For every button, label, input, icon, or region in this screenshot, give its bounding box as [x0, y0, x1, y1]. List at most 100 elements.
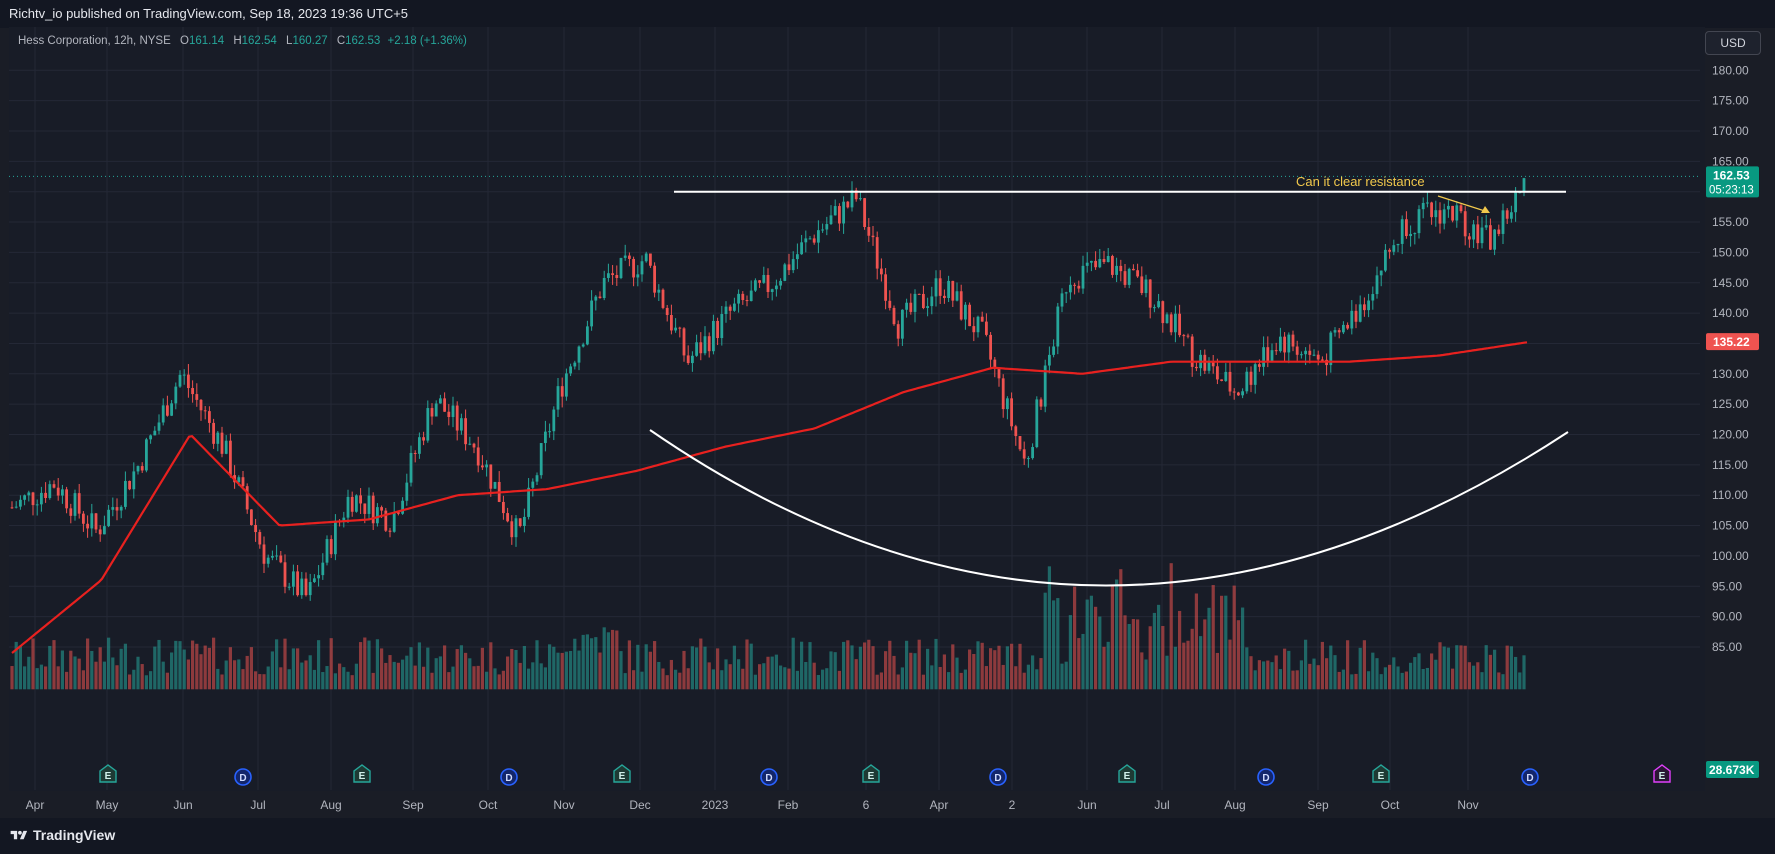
- volume-bar: [732, 645, 736, 690]
- candle-body: [796, 254, 799, 260]
- volume-bar: [396, 662, 400, 690]
- candle-body: [854, 190, 858, 200]
- candle-body: [1027, 458, 1030, 460]
- ma-value-label-bg: [1706, 333, 1759, 351]
- candle-body: [69, 508, 73, 516]
- candle-body: [128, 480, 131, 490]
- candle-body: [1253, 364, 1257, 385]
- candle-body: [896, 324, 900, 339]
- volume-bar: [745, 639, 749, 690]
- volume-label: 28.673K: [1709, 763, 1755, 777]
- volume-bar: [699, 638, 703, 690]
- candle-body: [514, 518, 518, 538]
- candle-body: [997, 368, 1001, 379]
- candle-body: [334, 520, 337, 555]
- candle-body: [989, 334, 992, 360]
- volume-bar: [346, 671, 350, 690]
- y-tick-label: 110.00: [1712, 488, 1748, 502]
- currency-button[interactable]: USD: [1705, 31, 1761, 55]
- volume-bar: [812, 662, 816, 690]
- candle-body: [1010, 398, 1013, 427]
- candle-body: [766, 274, 770, 293]
- candle-body: [754, 280, 757, 291]
- volume-bar: [1262, 661, 1266, 690]
- candle-body: [187, 374, 190, 389]
- candle-body: [1413, 233, 1417, 235]
- volume-bar: [1241, 607, 1245, 690]
- volume-bar: [770, 656, 774, 690]
- tradingview-logo-icon[interactable]: [10, 829, 28, 842]
- candle-body: [1106, 256, 1110, 263]
- volume-bar: [1438, 642, 1442, 690]
- volume-bar: [115, 665, 119, 690]
- volume-bar: [136, 656, 140, 690]
- volume-bar: [1110, 585, 1114, 690]
- dividend-marker-label: D: [765, 773, 772, 784]
- volume-bar: [1060, 663, 1064, 690]
- volume-bar: [1001, 664, 1005, 690]
- price-chart[interactable]: 180.00175.00170.00165.00160.00155.00150.…: [0, 0, 1775, 818]
- volume-bar: [1505, 645, 1509, 690]
- volume-bar: [489, 642, 493, 690]
- volume-bar: [401, 659, 405, 690]
- candle-body: [1048, 354, 1051, 366]
- candle-body: [518, 518, 522, 526]
- x-tick-label: Jun: [1077, 798, 1096, 812]
- volume-bar: [1232, 585, 1236, 690]
- y-tick-label: 95.00: [1712, 579, 1742, 593]
- candle-body: [203, 410, 207, 412]
- candle-body: [481, 465, 484, 468]
- candle-body: [245, 486, 249, 510]
- volume-bar: [1253, 670, 1257, 690]
- volume-bar: [711, 669, 715, 690]
- candle-body: [535, 475, 539, 482]
- candle-body: [502, 501, 505, 514]
- volume-bar: [333, 673, 337, 690]
- volume-bar: [1400, 672, 1404, 690]
- volume-bar: [35, 668, 39, 690]
- volume-bar: [1455, 645, 1459, 690]
- candle-body: [590, 300, 593, 327]
- volume-bar: [795, 670, 799, 690]
- volume-bar: [1182, 642, 1186, 690]
- candle-body: [955, 291, 959, 301]
- volume-bar: [615, 630, 619, 690]
- volume-bar: [909, 652, 913, 690]
- candle-body: [44, 492, 47, 499]
- x-tick-label: Nov: [1457, 798, 1478, 812]
- x-tick-label: Jul: [1154, 798, 1169, 812]
- dividend-marker-icon: [1521, 768, 1539, 786]
- volume-bar: [703, 646, 707, 690]
- candle-body: [384, 510, 388, 531]
- volume-bar: [443, 645, 447, 690]
- candle-body: [329, 539, 333, 555]
- candle-body: [460, 418, 463, 431]
- volume-bar: [153, 646, 157, 690]
- candle-body: [922, 293, 925, 309]
- footer-brand[interactable]: TradingView: [33, 827, 116, 843]
- volume-bar: [1236, 620, 1240, 690]
- y-tick-label: 120.00: [1712, 428, 1749, 442]
- volume-bar: [543, 667, 547, 690]
- volume-bar: [317, 640, 321, 690]
- volume-bar: [913, 653, 917, 690]
- volume-bar: [1396, 666, 1400, 690]
- volume-bar: [1073, 586, 1077, 690]
- candle-body: [321, 562, 325, 576]
- moving-average-line: [11, 341, 1528, 654]
- volume-bar: [900, 667, 904, 690]
- candle-body: [838, 206, 841, 224]
- candle-body: [1442, 209, 1446, 224]
- volume-bar: [1425, 667, 1429, 690]
- volume-bar: [997, 645, 1001, 690]
- volume-bar: [405, 655, 409, 690]
- volume-bar: [1043, 592, 1047, 690]
- candle-body: [170, 403, 173, 416]
- volume-bar: [560, 652, 564, 690]
- volume-bar: [518, 662, 522, 690]
- volume-bar: [216, 668, 220, 690]
- candle-body: [569, 366, 572, 374]
- volume-bar: [1421, 669, 1425, 690]
- candle-body: [48, 484, 52, 499]
- volume-bar: [787, 668, 791, 690]
